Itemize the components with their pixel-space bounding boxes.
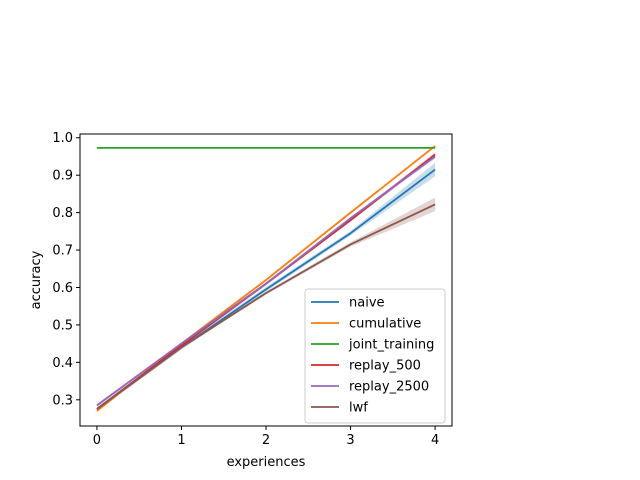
y-tick-label: 0.8 xyxy=(52,206,73,221)
legend: naive cumulative joint_training replay_500r… xyxy=(304,288,446,424)
y-axis-label: accuracy xyxy=(29,250,44,309)
y-tick-label: 0.4 xyxy=(52,356,73,371)
y-tick-label: 0.7 xyxy=(52,244,73,259)
legend-label: naive xyxy=(349,296,385,311)
x-tick-label: 3 xyxy=(346,433,354,448)
x-axis-ticks: 0 1 2 3 4 xyxy=(93,426,439,448)
legend-label: replay_500 xyxy=(349,359,421,374)
legend-item: replay_2500 xyxy=(311,380,429,395)
y-tick-label: 0.5 xyxy=(52,318,73,333)
y-tick-label: 1.0 xyxy=(52,131,73,146)
line-lwf xyxy=(96,203,436,410)
x-tick-label: 2 xyxy=(262,433,270,448)
y-axis-ticks: 0.3 0.4 0.5 0.6 0.7 0.8 0.9 1.0 xyxy=(52,131,80,408)
band-lwf xyxy=(96,197,436,411)
legend-item: replay_500 xyxy=(311,359,421,374)
series-lines xyxy=(96,145,436,412)
x-tick-label: 4 xyxy=(431,433,439,448)
band-naive xyxy=(96,162,436,412)
y-tick-label: 0.6 xyxy=(52,281,73,296)
x-axis-label: experiences xyxy=(227,455,306,470)
line-replay-2500 xyxy=(96,155,436,407)
legend-label: joint_training xyxy=(348,338,434,353)
y-tick-label: 0.3 xyxy=(52,393,73,408)
x-tick-label: 1 xyxy=(177,433,185,448)
y-tick-label: 0.9 xyxy=(52,169,73,184)
legend-item: joint_training xyxy=(311,338,434,353)
legend-box xyxy=(304,288,446,424)
legend-label: replay_2500 xyxy=(349,380,429,395)
legend-label: cumulative xyxy=(349,317,421,332)
legend-label: lwf xyxy=(349,401,368,416)
legend-item: lwf xyxy=(311,401,368,416)
legend-item: cumulative xyxy=(311,317,421,332)
legend-item: naive xyxy=(311,296,385,311)
x-tick-label: 0 xyxy=(93,433,101,448)
